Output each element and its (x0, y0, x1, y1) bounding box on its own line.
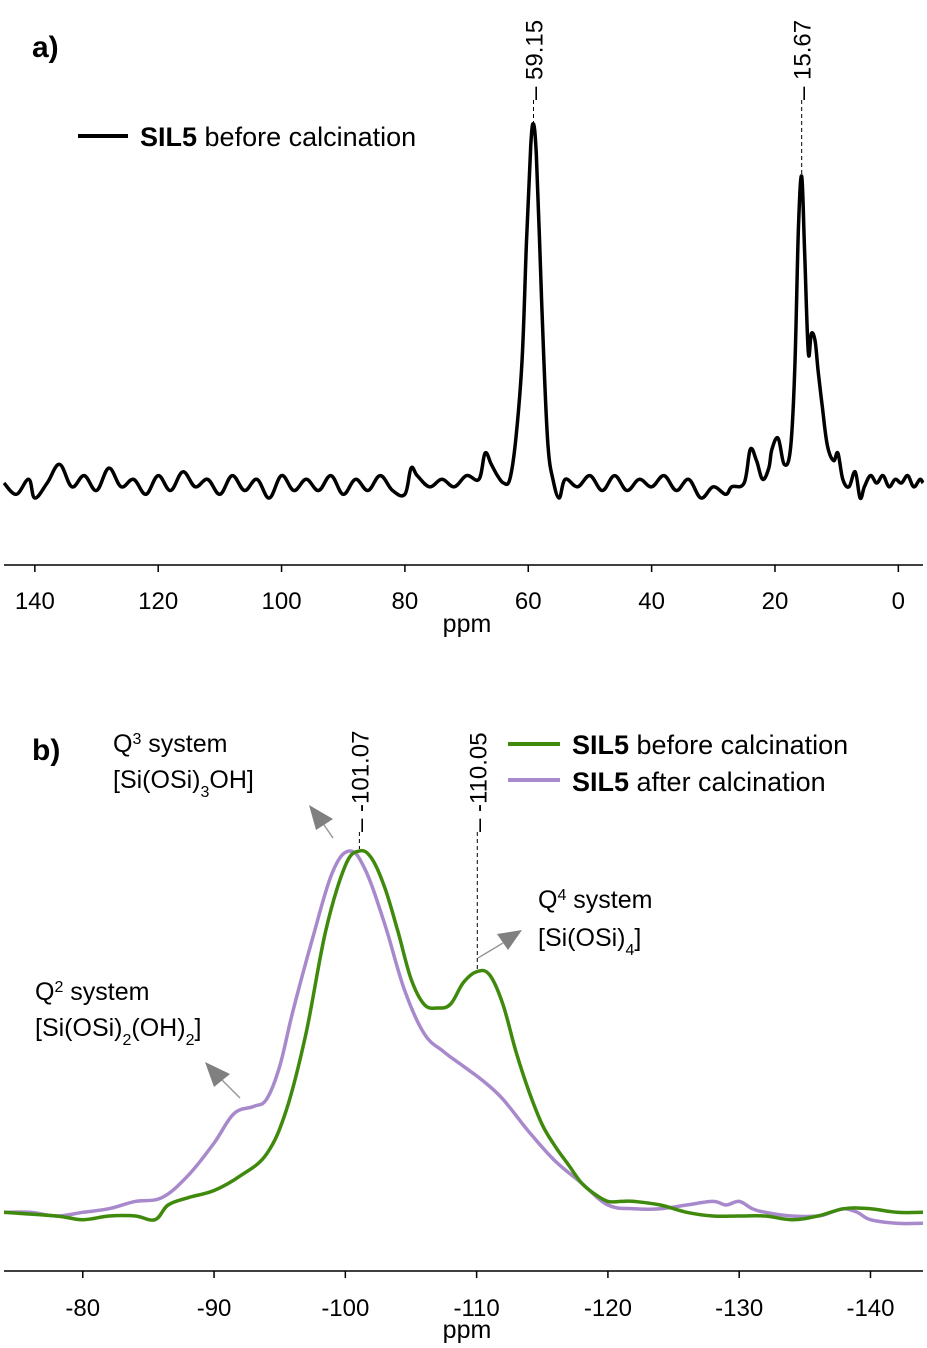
x-tick-label: -80 (65, 1295, 100, 1322)
annotation-q4-arrow-head (497, 930, 522, 950)
panel-b-label: b) (32, 734, 60, 767)
panel-b-peak-labels: – -101.07 – -110.05 (347, 731, 492, 970)
annotation-q2-arrow-shaft (222, 1080, 240, 1098)
panel-b: b) -80 -90 -100 -110 -120 -130 -140 – -101.07–… (4, 730, 923, 1344)
panel-b-x-axis-title: ppm (443, 1316, 492, 1344)
panel-a-legend: SIL5 before calcination (78, 122, 416, 152)
x-tick-label: -130 (715, 1295, 763, 1322)
x-tick-label: 140 (15, 588, 55, 615)
x-tick-label: 80 (392, 588, 419, 615)
nmr-figure: a) 140 120 100 80 60 40 20 0 – 59.15 – 15.67 ppm… (0, 0, 927, 1348)
x-tick-label: 40 (638, 588, 665, 615)
panel-b-legend: SIL5 before calcination SIL5 after calci… (508, 730, 848, 797)
panel-a: a) 140 120 100 80 60 40 20 0 – 59.15 – 15.67 ppm… (4, 20, 923, 638)
x-tick-label: 120 (138, 588, 178, 615)
annotation-q3-line2: [Si(OSi)3OH] (113, 766, 254, 801)
annotation-q3-arrow-head (309, 805, 333, 830)
annotation-q3: Q3 system [Si(OSi)3OH] (113, 730, 333, 838)
peak-label: – 59.15 (522, 20, 549, 100)
x-tick-label: 0 (892, 588, 905, 615)
annotation-q2: Q2 system [Si(OSi)2(OH)2] (35, 978, 240, 1098)
annotation-q2-line2: [Si(OSi)2(OH)2] (35, 1014, 201, 1049)
panel-a-ticks: 140 120 100 80 60 40 20 0 (15, 565, 905, 615)
x-tick-label: -90 (197, 1295, 232, 1322)
annotation-q4-line1: Q4 system (538, 886, 652, 914)
panel-a-series-before-calcination (4, 124, 923, 499)
x-tick-label: 60 (515, 588, 542, 615)
annotation-q4: Q4 system [Si(OSi)4] (478, 886, 652, 959)
annotation-q4-arrow-shaft (478, 943, 503, 958)
annotation-q2-line1: Q2 system (35, 978, 149, 1006)
x-tick-label: -120 (584, 1295, 632, 1322)
panel-a-x-axis-title: ppm (443, 610, 492, 638)
panel-a-legend-entry: SIL5 before calcination (140, 122, 416, 152)
x-tick-label: 100 (262, 588, 302, 615)
panel-a-label: a) (32, 31, 59, 64)
panel-b-legend-entry-before: SIL5 before calcination (572, 730, 848, 760)
peak-label: – 15.67 (790, 20, 817, 100)
x-tick-label: -140 (846, 1295, 894, 1322)
annotation-q4-line2: [Si(OSi)4] (538, 924, 641, 959)
panel-a-peak-labels: – 59.15 – 15.67 (522, 20, 817, 174)
panel-b-ticks: -80 -90 -100 -110 -120 -130 -140 (65, 1271, 894, 1322)
peak-label: – -101.07 (347, 731, 374, 832)
x-tick-label: 20 (762, 588, 789, 615)
x-tick-label: -100 (321, 1295, 369, 1322)
peak-label: – -110.05 (465, 732, 492, 832)
panel-b-legend-entry-after: SIL5 after calcination (572, 767, 826, 797)
annotation-q3-line1: Q3 system (113, 730, 227, 758)
